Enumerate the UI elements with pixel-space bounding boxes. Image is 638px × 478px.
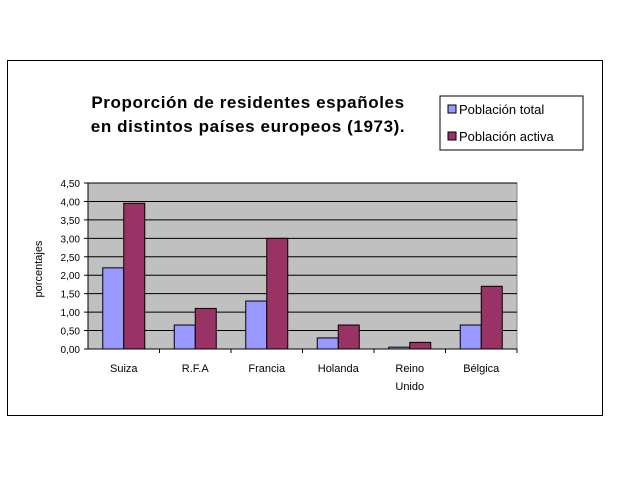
bar-poblacion-activa — [123, 202, 146, 350]
x-category-label: R.F.A — [182, 363, 210, 375]
chart-frame: Proporción de residentes españoles en di… — [7, 60, 603, 416]
bar-chart: Proporción de residentes españoles en di… — [33, 93, 584, 393]
y-tick-label: 0,50 — [61, 327, 81, 338]
bar-poblacion-activa — [266, 237, 289, 350]
bar-poblacion-activa — [480, 285, 503, 350]
chart-title-line-1: Proporción de residentes españoles — [91, 93, 404, 112]
bar-poblacion-total — [316, 337, 339, 350]
y-axis-label: porcentajes — [33, 240, 45, 297]
bars — [102, 202, 503, 350]
y-tick-label: 3,50 — [61, 216, 81, 227]
legend-label-total: Población total — [459, 102, 544, 117]
bar-poblacion-activa — [409, 341, 432, 350]
x-category-label: Suiza — [110, 363, 138, 375]
y-tick-label: 1,00 — [61, 308, 81, 319]
bar-poblacion-activa — [337, 324, 360, 350]
x-category-label: Francia — [248, 363, 286, 375]
legend-swatch-activa — [447, 131, 457, 141]
legend-label-activa: Población activa — [459, 129, 554, 144]
bar-poblacion-total — [245, 300, 268, 350]
bar-poblacion-total — [102, 267, 125, 350]
bar-poblacion-total — [173, 324, 196, 350]
y-tick-label: 2,00 — [61, 271, 81, 282]
bar-poblacion-activa — [194, 307, 217, 350]
gridlines — [88, 182, 517, 332]
y-tick-label: 1,50 — [61, 290, 81, 301]
y-tick-label: 4,50 — [61, 179, 81, 190]
axes: 0,00 0,50 1,00 1,50 2,00 2,50 3,00 3,50 4,00 4,50… — [61, 179, 518, 393]
y-tick-label: 3,00 — [61, 234, 81, 245]
legend-box — [439, 95, 584, 151]
bar-poblacion-total — [459, 324, 482, 350]
y-tick-label: 2,50 — [61, 253, 81, 264]
chart-title-line-2: en distintos países europeos (1973). — [91, 117, 405, 136]
legend-swatch-total — [447, 104, 457, 114]
y-tick-label: 4,00 — [61, 197, 81, 208]
x-category-label: Holanda — [318, 363, 360, 375]
y-tick-label: 0,00 — [61, 345, 81, 356]
plot-area — [87, 182, 518, 350]
x-category-label: Unido — [395, 381, 424, 393]
legend: Población total Población activa — [439, 95, 584, 151]
x-category-label: Reino — [395, 363, 424, 375]
x-category-label: Bélgica — [463, 363, 500, 375]
